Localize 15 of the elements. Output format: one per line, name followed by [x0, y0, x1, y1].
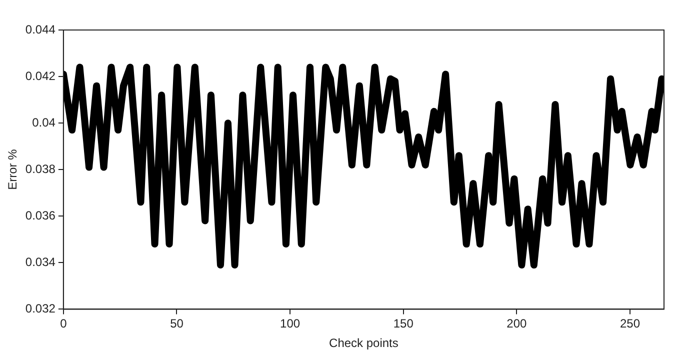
- x-tick-label: 150: [393, 316, 414, 331]
- x-tick-label: 250: [620, 316, 640, 331]
- y-tick-label: 0.044: [25, 22, 56, 36]
- y-tick-label: 0.036: [25, 208, 56, 222]
- y-tick-label: 0.042: [25, 68, 56, 83]
- y-tick-label: 0.04: [32, 115, 56, 130]
- x-tick-label: 50: [170, 316, 184, 331]
- x-axis-title: Check points: [329, 336, 398, 350]
- y-tick-label: 0.038: [25, 162, 56, 176]
- y-tick-label: 0.034: [25, 254, 56, 269]
- y-tick-label: 0.032: [25, 302, 56, 316]
- x-tick-label: 200: [506, 316, 528, 331]
- x-tick-label: 100: [280, 316, 300, 331]
- x-tick-label: 0: [60, 316, 68, 331]
- y-axis-title: Error %: [6, 148, 20, 190]
